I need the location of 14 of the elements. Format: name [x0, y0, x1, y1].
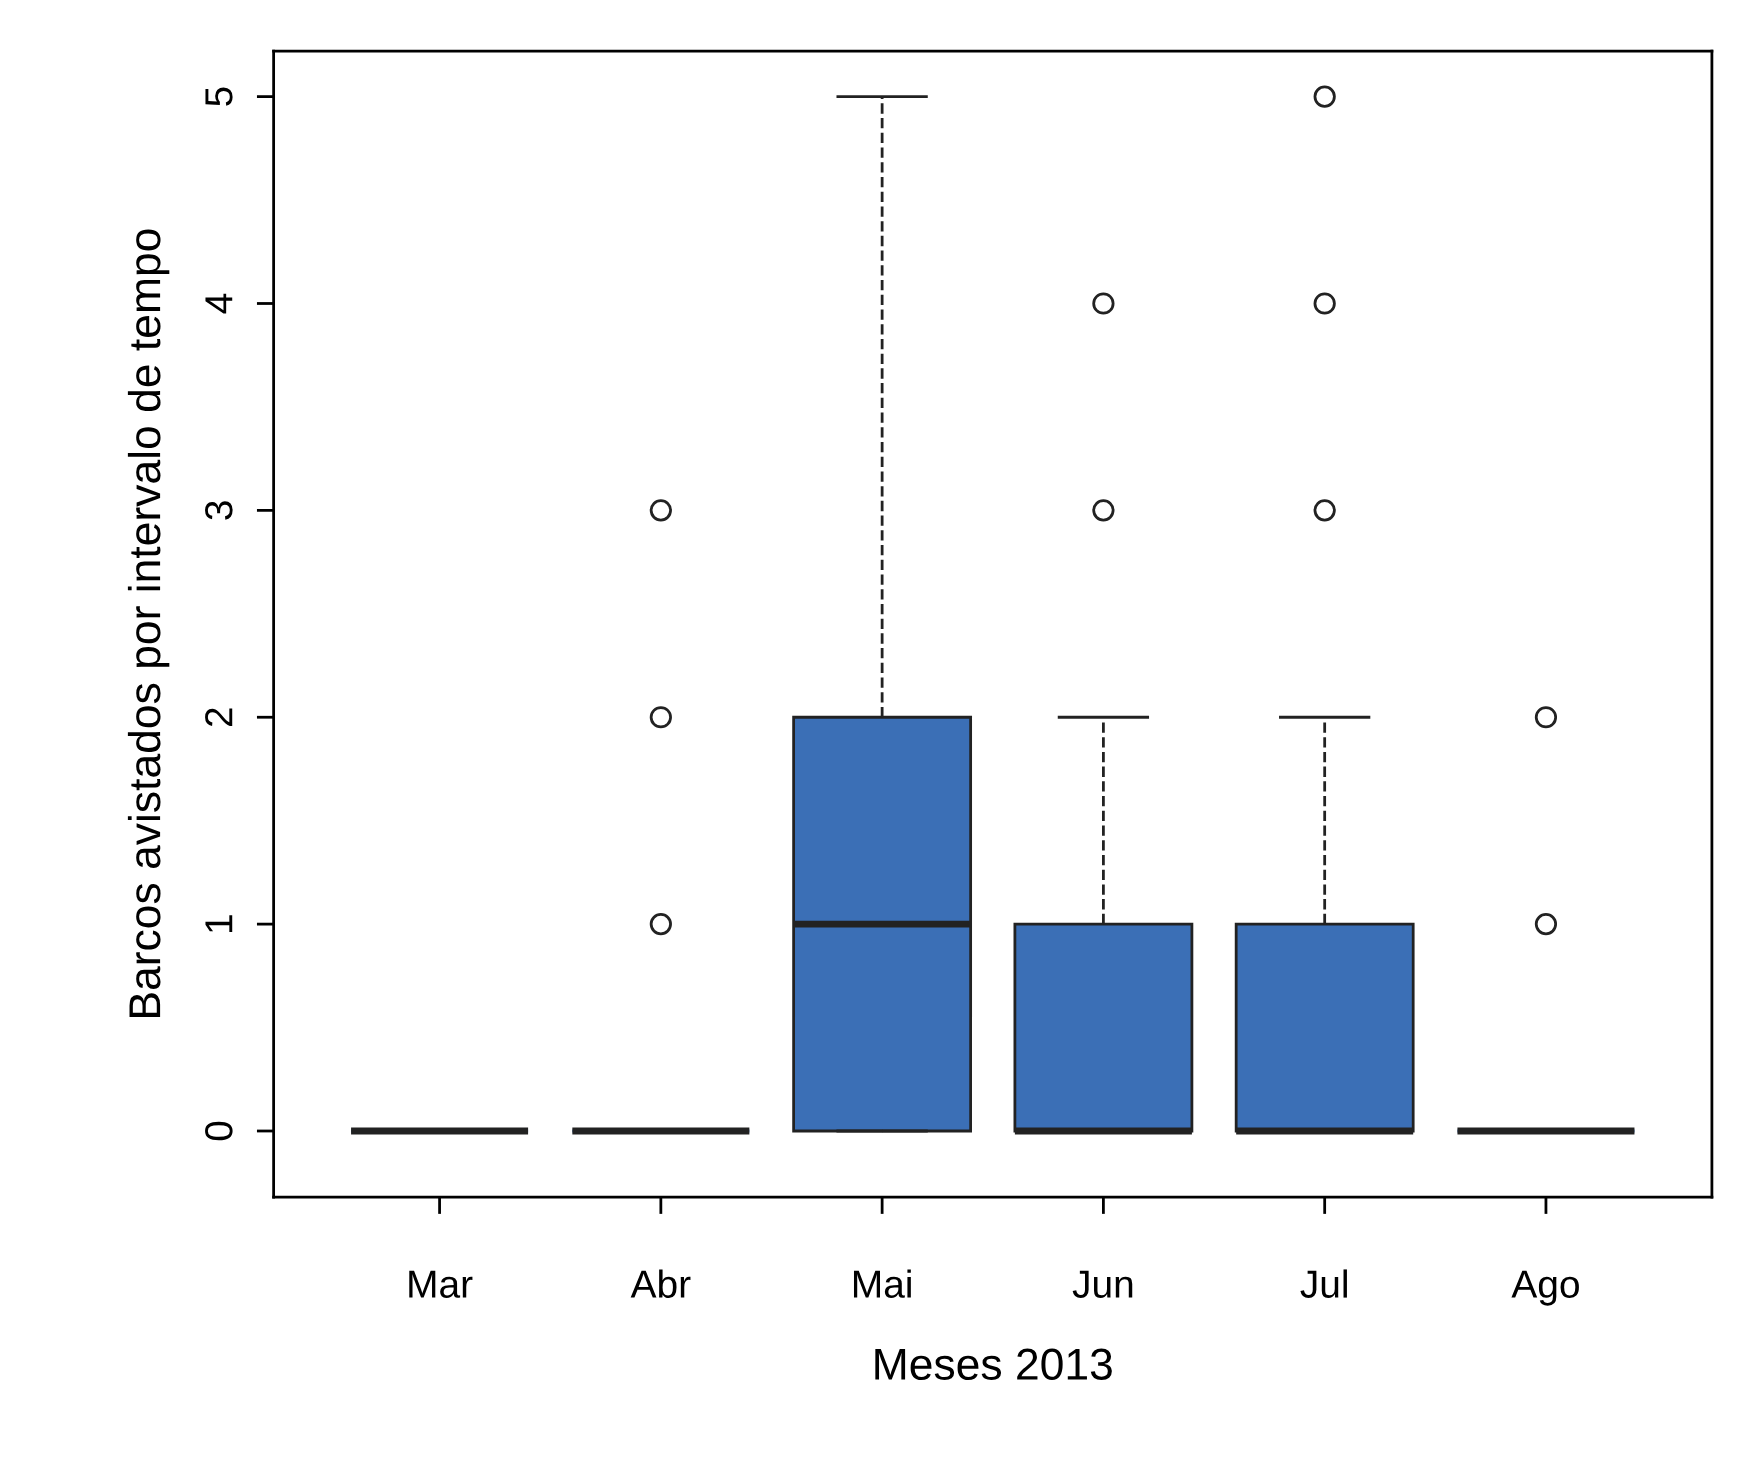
y-tick-label: 0 — [205, 1121, 233, 1141]
y-tick-label: 1 — [205, 915, 233, 932]
y-tick-label: 3 — [205, 501, 233, 520]
y-axis-title: Barcos avistados por intervalo de tempo — [127, 229, 170, 1017]
y-tick-label: 2 — [205, 708, 233, 727]
x-tick-label: Mai — [853, 1269, 911, 1298]
y-tick-label: 4 — [205, 293, 233, 314]
x-axis-title: Meses 2013 — [875, 1348, 1112, 1380]
x-tick-label: Abr — [630, 1269, 691, 1298]
y-tick-label: 5 — [205, 87, 233, 106]
x-tick-label: Ago — [1511, 1270, 1579, 1306]
x-tick-label: Mar — [409, 1270, 473, 1298]
x-tick-label: Jun — [1072, 1270, 1133, 1298]
x-tick-label: Jul — [1300, 1269, 1347, 1298]
